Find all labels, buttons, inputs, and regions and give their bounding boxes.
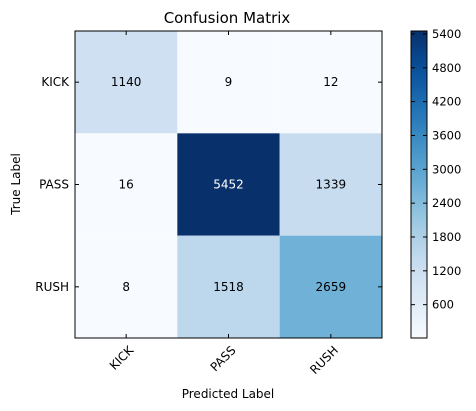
colorbar-tick-label: 1200 [432, 264, 461, 278]
cell-value-label: 1140 [111, 75, 142, 89]
heatmap-cell [177, 235, 280, 338]
heatmap-cell [177, 31, 280, 134]
y-tick-label: PASS [39, 178, 69, 192]
chart-title: Confusion Matrix [164, 9, 291, 27]
heatmap-cell [177, 133, 280, 236]
colorbar-tick-label: 5400 [432, 27, 461, 41]
colorbar-gradient [410, 30, 428, 339]
heatmap-cell [75, 31, 178, 134]
x-axis-label: Predicted Label [182, 387, 275, 401]
cell-value-label: 2659 [316, 280, 347, 294]
heatmap-cell [75, 133, 178, 236]
y-tick-label: RUSH [35, 280, 69, 294]
x-tick-label: RUSH [307, 343, 341, 377]
cell-value-label: 12 [323, 75, 338, 89]
colorbar-tick-label: 600 [432, 298, 454, 312]
cell-value-label: 16 [119, 178, 134, 192]
colorbar-tick-label: 1800 [432, 230, 461, 244]
x-tick-label: PASS [208, 343, 239, 374]
colorbar-tick-label: 4200 [432, 95, 461, 109]
cell-value-label: 8 [122, 280, 130, 294]
colorbar-tick-label: 3600 [432, 128, 461, 142]
heatmap-cell [279, 235, 382, 338]
colorbar: 600 1200 1800 2400 3000 3600 4200 4800 5400 [410, 27, 461, 339]
heatmap-cells [75, 31, 382, 338]
colorbar-tick-label: 4800 [432, 61, 461, 75]
heatmap-cell-labels: 1140 9 12 16 5452 1339 8 1518 2659 [111, 75, 346, 294]
colorbar-tick-label: 3000 [432, 162, 461, 176]
colorbar-tick-label: 2400 [432, 196, 461, 210]
heatmap-cell [279, 31, 382, 134]
y-axis-ticks: KICK PASS RUSH [35, 75, 382, 294]
x-tick-label: KICK [107, 342, 137, 372]
heatmap-cell [279, 133, 382, 236]
cell-value-label: 1339 [316, 178, 347, 192]
colorbar-ticks: 600 1200 1800 2400 3000 3600 4200 4800 5400 [411, 27, 461, 312]
cell-value-label: 9 [225, 75, 233, 89]
y-tick-label: KICK [41, 75, 70, 89]
y-axis-label: True Label [9, 153, 23, 216]
cell-value-label: 1518 [213, 280, 244, 294]
cell-value-label: 5452 [213, 178, 244, 192]
heatmap-cell [75, 235, 178, 338]
